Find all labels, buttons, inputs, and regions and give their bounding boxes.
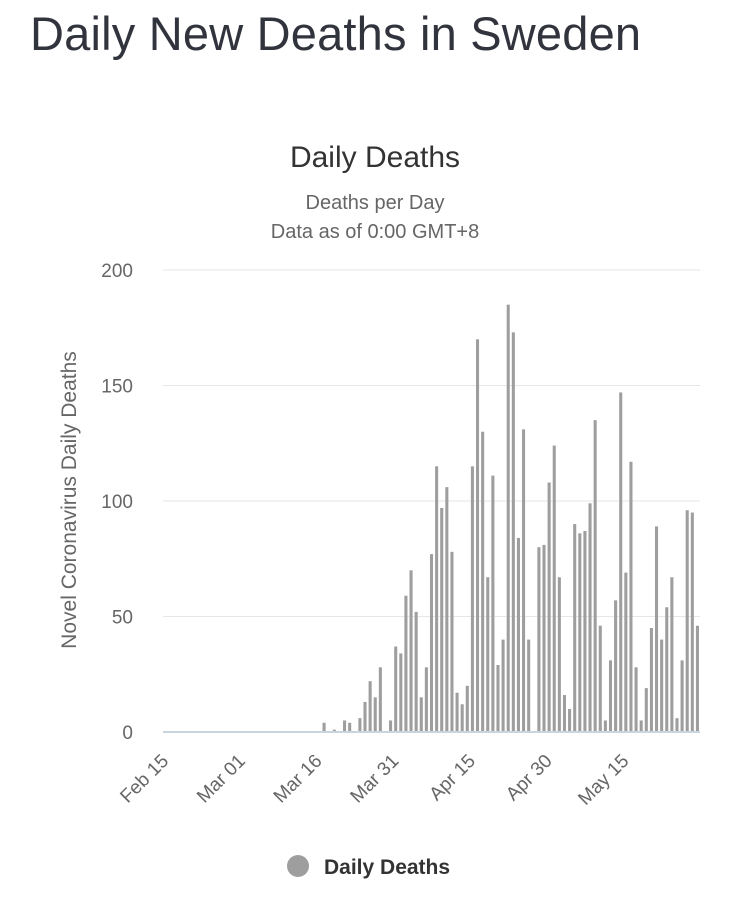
legend-item-daily-deaths[interactable]: Daily Deaths [324,856,450,879]
bar[interactable] [424,667,428,732]
bar[interactable] [440,507,444,732]
legend[interactable]: Daily Deaths [287,855,450,879]
bar[interactable] [665,607,669,732]
legend-marker[interactable] [287,855,309,877]
bar[interactable] [435,466,439,732]
bar[interactable] [578,533,582,732]
chart-subtitle-line-1: Deaths per Day [306,192,445,214]
bar[interactable] [460,704,464,732]
bar[interactable] [552,445,556,732]
bar[interactable] [368,681,372,732]
bar[interactable] [455,692,459,732]
bar[interactable] [511,332,515,732]
x-tick-label: Mar 31 [347,751,404,808]
bar[interactable] [634,667,638,732]
y-axis-title: Novel Coronavirus Daily Deaths [58,351,81,649]
bar[interactable] [486,577,490,732]
bar[interactable] [343,720,347,732]
bar[interactable] [348,722,352,732]
bar[interactable] [491,475,495,732]
bar[interactable] [501,639,505,732]
bars [322,304,699,732]
y-tick-label: 0 [122,723,133,744]
x-tick-label: Apr 15 [426,751,480,805]
x-tick-label: May 15 [574,751,633,810]
y-tick-label: 50 [112,608,133,629]
bar[interactable] [394,646,398,732]
bar[interactable] [547,482,551,732]
bar[interactable] [644,688,648,732]
y-tick-label: 100 [101,492,133,513]
bar[interactable] [562,695,567,732]
x-axis-ticks: Feb 15 Mar 01 Mar 16 Mar 31 Apr 15 Apr 30 May … [116,751,633,810]
bar[interactable] [685,510,689,732]
bar[interactable] [465,685,469,732]
bar[interactable] [573,524,577,732]
bar[interactable] [419,697,423,732]
bar[interactable] [358,718,362,732]
chart-subtitle-line-2: Data as of 0:00 GMT+8 [271,221,479,243]
bar[interactable] [389,720,393,732]
bar[interactable] [593,420,597,732]
bar[interactable] [399,653,403,732]
bar[interactable] [409,570,413,732]
y-tick-label: 200 [101,261,133,282]
bar[interactable] [470,466,474,732]
bar[interactable] [445,487,449,732]
bar[interactable] [680,660,684,732]
bar[interactable] [363,701,367,732]
bar[interactable] [475,339,480,732]
x-tick-label: Apr 30 [502,751,556,805]
bar[interactable] [557,577,561,732]
page-title: Daily New Deaths in Sweden [30,7,642,60]
bar[interactable] [537,547,541,732]
bar[interactable] [373,697,377,732]
bar[interactable] [496,665,500,732]
bar[interactable] [649,628,653,732]
bar[interactable] [588,503,592,732]
bar[interactable] [670,577,674,732]
bar[interactable] [675,718,679,732]
chart-title: Daily Deaths [290,141,460,174]
bar[interactable] [322,722,326,732]
bar[interactable] [527,639,531,732]
bar[interactable] [608,660,613,732]
x-tick-label: Mar 01 [193,751,250,808]
bar[interactable] [378,667,382,732]
bar[interactable] [522,429,526,732]
bar[interactable] [614,600,618,732]
x-tick-label: Mar 16 [270,751,327,808]
bar[interactable] [598,625,602,732]
bar[interactable] [603,720,607,732]
bar[interactable] [332,729,336,732]
x-tick-label: Feb 15 [116,751,173,808]
gridlines [163,269,700,617]
bar[interactable] [506,304,510,732]
bar[interactable] [542,544,546,732]
bar[interactable] [414,611,418,732]
y-tick-label: 150 [101,377,133,398]
bar[interactable] [568,708,572,732]
bar[interactable] [695,625,699,732]
bar[interactable] [516,537,520,732]
bar[interactable] [639,720,643,732]
y-axis-ticks: 0 50 100 150 200 [101,261,133,744]
bar[interactable] [429,554,434,732]
bar[interactable] [619,392,623,732]
bar[interactable] [404,595,408,732]
bar[interactable] [450,551,454,732]
bar[interactable] [690,512,694,732]
bar[interactable] [654,526,659,732]
bar[interactable] [624,572,628,732]
bar[interactable] [583,531,587,732]
bar[interactable] [481,431,485,732]
bar[interactable] [629,461,633,732]
bar[interactable] [660,639,664,732]
